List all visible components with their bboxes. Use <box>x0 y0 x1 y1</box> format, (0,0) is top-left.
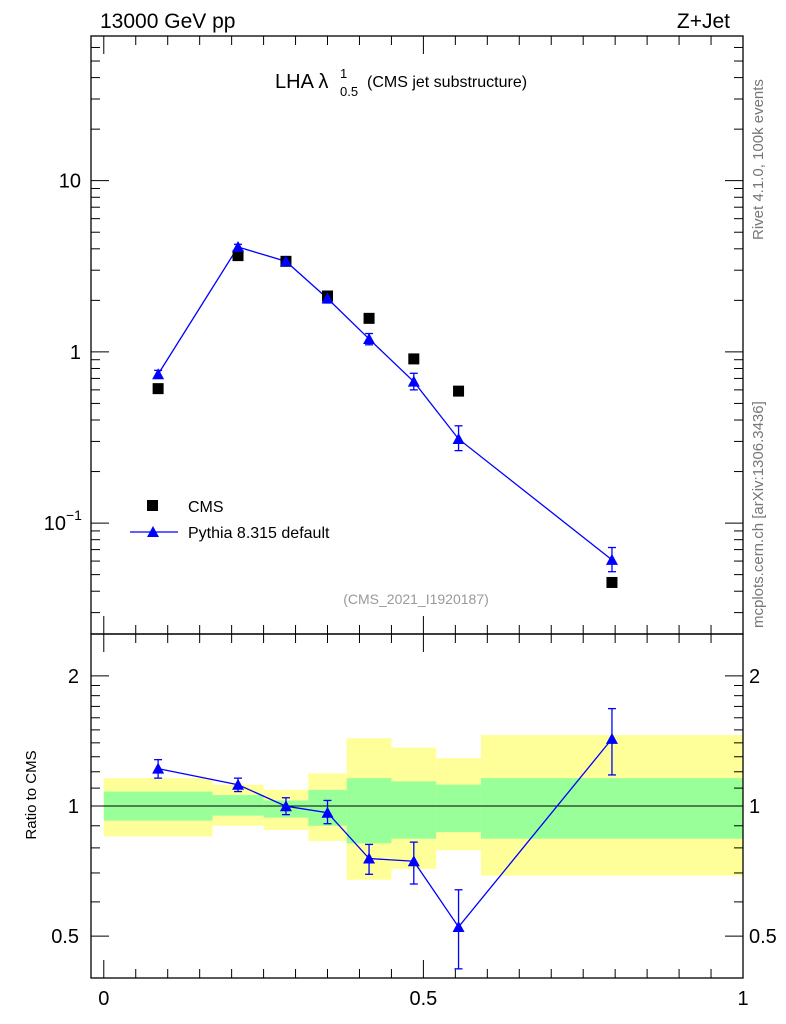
mc-point <box>407 375 420 387</box>
header-right-title: Z+Jet <box>677 10 730 33</box>
uncertainty-band-inner <box>480 778 743 839</box>
plot-title-subscript: 0.5 <box>340 84 358 99</box>
mc-point <box>605 553 618 565</box>
ratio-y-tick-label-right: 1 <box>749 796 760 818</box>
plot-title-superscript: 1 <box>340 66 347 81</box>
ratio-point <box>452 920 465 932</box>
ratio-y-axis-label: Ratio to CMS <box>23 750 40 839</box>
cms-data-point <box>453 385 465 397</box>
mc-point <box>321 292 334 304</box>
ratio-point <box>152 762 165 774</box>
ratio-x-tick-label: 1 <box>737 988 748 1010</box>
legend: CMS Pythia 8.315 default <box>130 499 330 542</box>
ratio-point <box>407 855 420 867</box>
ratio-point <box>279 800 292 812</box>
ratio-y-tick-label-right: 0.5 <box>749 926 777 948</box>
uncertainty-band-inner <box>436 784 481 833</box>
main-y-tick-exponent: −1 <box>66 507 82 523</box>
main-y-tick-label: 1 <box>70 342 81 364</box>
main-y-tick-label: 10 <box>44 513 66 535</box>
mc-point <box>232 240 245 252</box>
uncertainty-band-inner <box>212 795 264 816</box>
legend-pythia-marker <box>147 526 159 537</box>
legend-pythia-label: Pythia 8.315 default <box>188 525 330 542</box>
ratio-series-line <box>157 738 613 929</box>
uncertainty-band-inner <box>346 778 392 844</box>
ratio-y-tick-label-right: 2 <box>749 666 760 688</box>
ratio-y-tick-label: 0.5 <box>51 926 79 948</box>
rivet-version-text: Rivet 4.1.0, 100k events <box>750 79 767 240</box>
main-frame <box>90 35 744 635</box>
mc-point <box>452 432 465 444</box>
legend-cms-label: CMS <box>188 499 224 516</box>
main-y-tick-label: 10 <box>59 171 81 193</box>
ratio-y-tick-label: 1 <box>68 796 79 818</box>
analysis-watermark: (CMS_2021_I1920187) <box>343 591 489 607</box>
plot-title-note: (CMS jet substructure) <box>367 74 527 91</box>
ratio-point <box>605 732 618 744</box>
cms-data-point <box>232 250 244 262</box>
cms-data-point <box>408 353 420 365</box>
uncertainty-band-inner <box>391 781 437 839</box>
cms-data-point <box>606 576 618 588</box>
mc-point <box>279 255 292 267</box>
cms-data-point <box>363 312 375 324</box>
ratio-x-tick-label: 0.5 <box>409 988 437 1010</box>
mc-point <box>152 368 165 380</box>
ratio-x-tick-label: 0 <box>98 988 109 1010</box>
legend-cms-marker <box>147 500 158 511</box>
ratio-y-tick-label: 2 <box>68 666 79 688</box>
ratio-point <box>321 806 334 818</box>
mc-point <box>363 332 376 344</box>
ratio-point <box>363 852 376 864</box>
header-left-title: 13000 GeV pp <box>100 10 235 33</box>
ratio-point <box>232 778 245 790</box>
mc-series-line <box>157 246 613 561</box>
mcplots-credit-text: mcplots.cern.ch [arXiv:1306.3436] <box>750 401 767 628</box>
plot-title: LHA λ <box>275 71 328 93</box>
cms-data-point <box>152 383 164 395</box>
ratio-panel: 0.5 0.5 1 1 2 2 0 0.5 1 <box>51 633 777 1010</box>
